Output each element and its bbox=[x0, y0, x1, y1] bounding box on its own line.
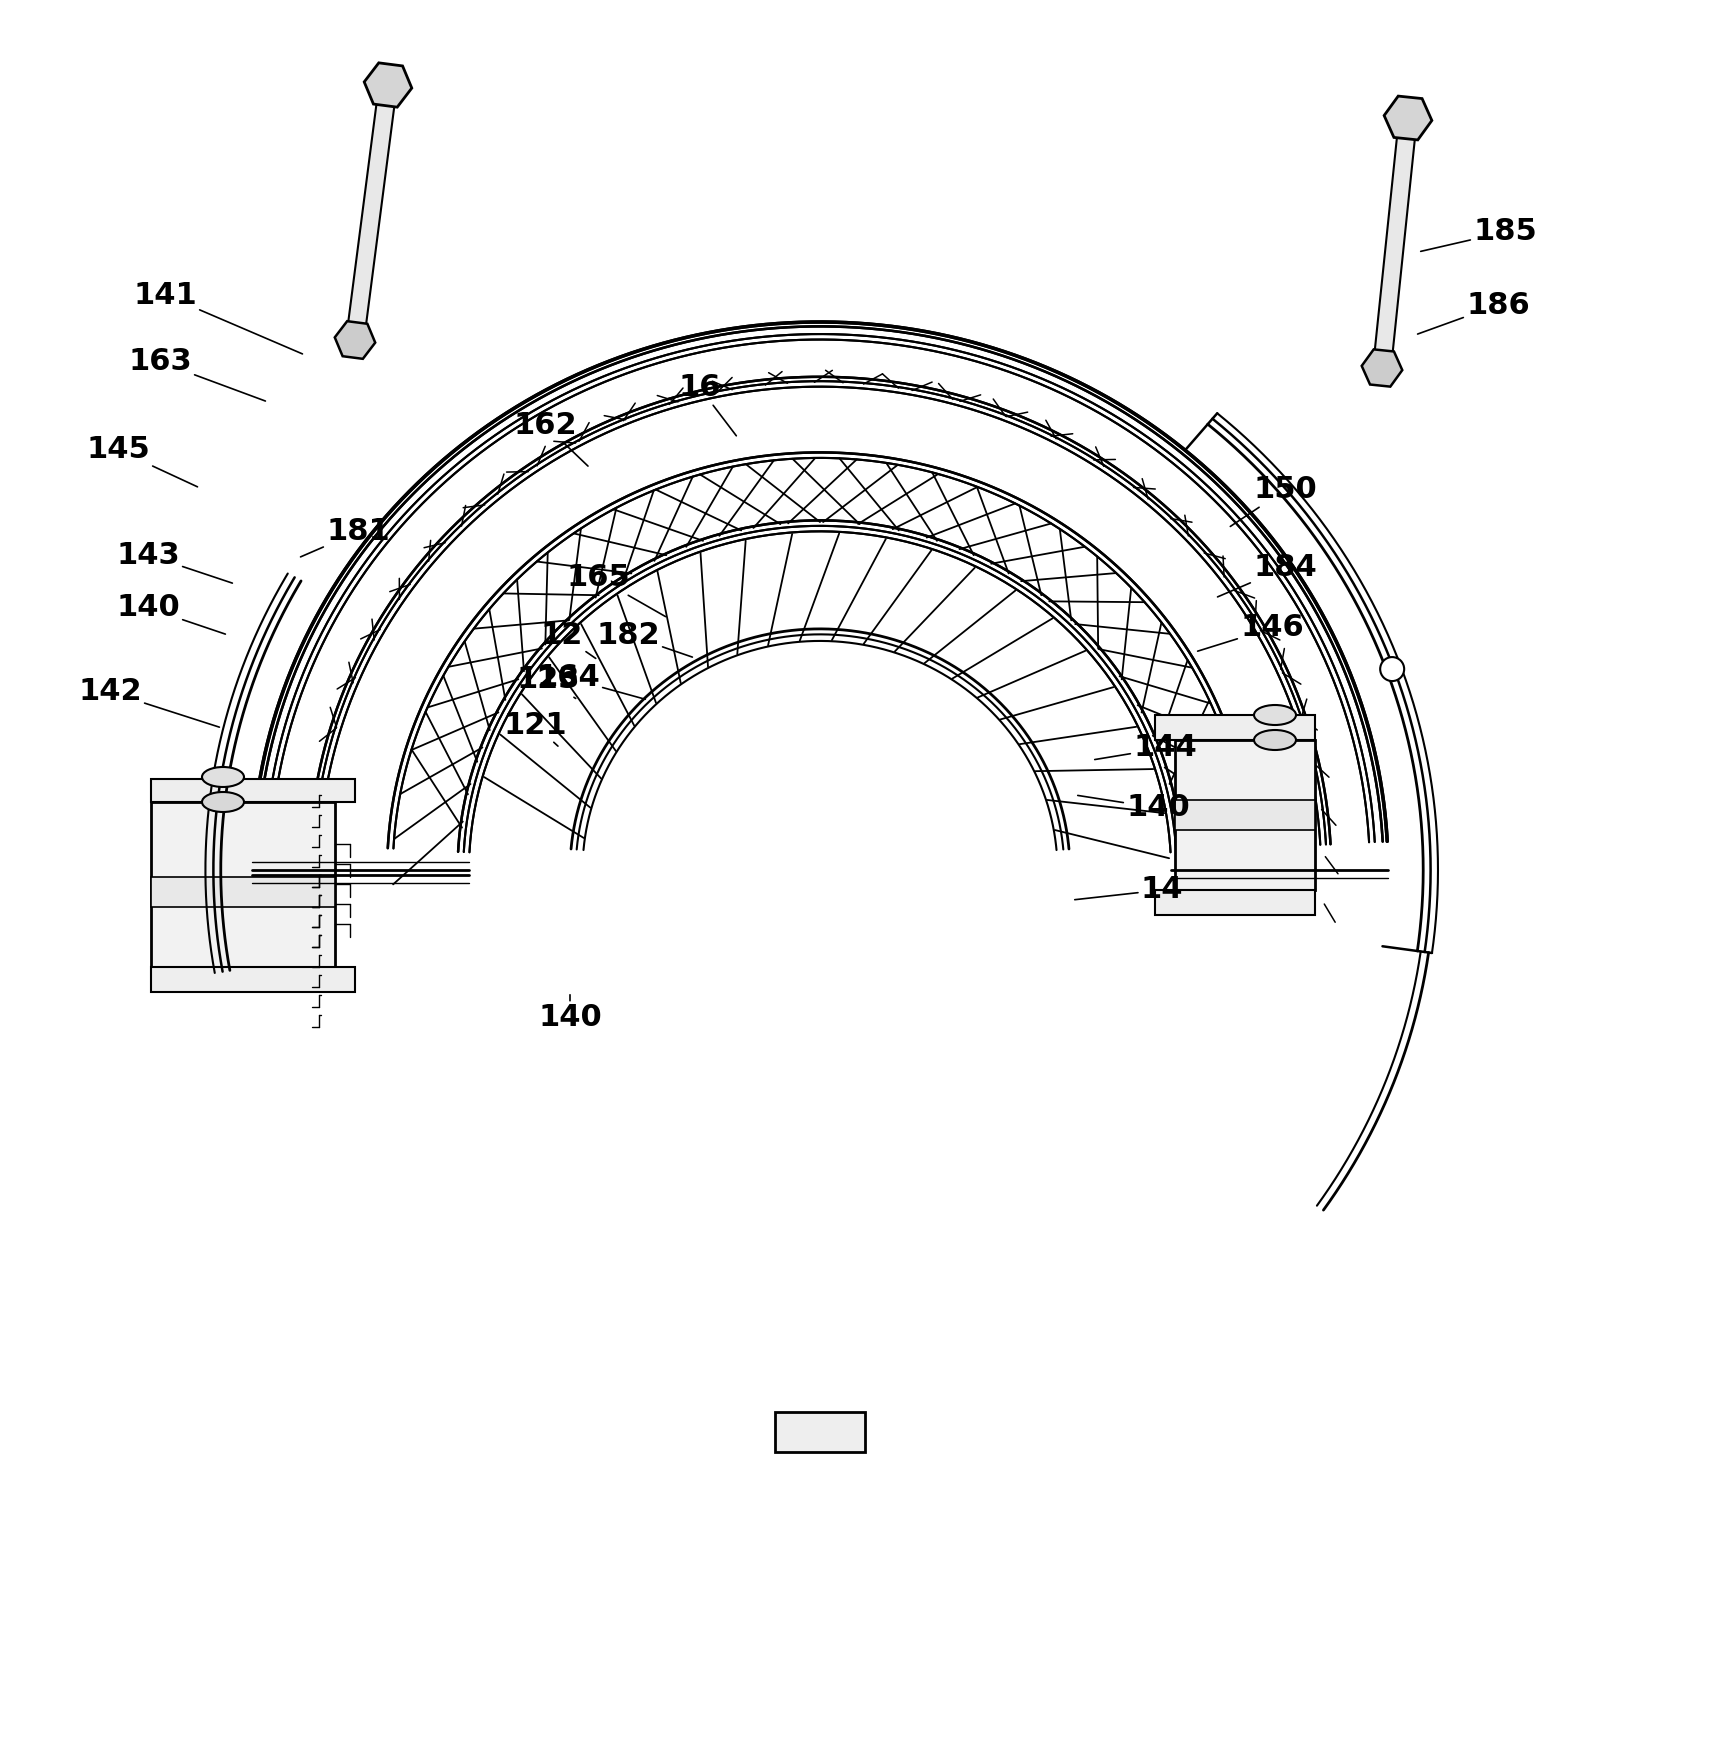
Polygon shape bbox=[1156, 716, 1315, 740]
Text: 182: 182 bbox=[596, 620, 692, 656]
Polygon shape bbox=[336, 321, 375, 360]
Text: 143: 143 bbox=[116, 541, 233, 583]
Ellipse shape bbox=[202, 766, 245, 787]
Text: 142: 142 bbox=[79, 677, 219, 726]
Polygon shape bbox=[1373, 117, 1418, 368]
Text: 165: 165 bbox=[567, 564, 666, 616]
Polygon shape bbox=[151, 779, 354, 801]
Text: 150: 150 bbox=[1231, 475, 1317, 527]
Text: 181: 181 bbox=[301, 517, 390, 557]
Text: 12: 12 bbox=[541, 620, 596, 658]
Ellipse shape bbox=[202, 793, 245, 812]
Polygon shape bbox=[1156, 890, 1315, 915]
Text: 186: 186 bbox=[1418, 290, 1531, 333]
Text: 145: 145 bbox=[86, 435, 197, 487]
Text: 140: 140 bbox=[116, 594, 226, 634]
Polygon shape bbox=[776, 1413, 865, 1453]
Text: 121: 121 bbox=[503, 711, 567, 746]
Text: 185: 185 bbox=[1421, 218, 1537, 251]
Text: 144: 144 bbox=[1094, 733, 1197, 763]
Polygon shape bbox=[346, 84, 397, 340]
Text: 164: 164 bbox=[536, 663, 645, 698]
Polygon shape bbox=[1383, 96, 1431, 140]
Polygon shape bbox=[151, 801, 336, 967]
Circle shape bbox=[1380, 656, 1404, 681]
Ellipse shape bbox=[1253, 730, 1296, 751]
Text: 16: 16 bbox=[678, 374, 736, 436]
Polygon shape bbox=[151, 876, 336, 906]
Text: 141: 141 bbox=[134, 281, 303, 354]
Polygon shape bbox=[365, 63, 413, 107]
Polygon shape bbox=[1174, 740, 1315, 890]
Text: 123: 123 bbox=[517, 665, 580, 698]
Polygon shape bbox=[1361, 349, 1402, 386]
Polygon shape bbox=[1174, 800, 1315, 829]
Text: 146: 146 bbox=[1198, 613, 1305, 651]
Text: 184: 184 bbox=[1217, 553, 1317, 597]
Text: 14: 14 bbox=[1075, 875, 1183, 904]
Text: 163: 163 bbox=[128, 347, 265, 402]
Text: 162: 162 bbox=[514, 410, 587, 466]
Text: 140: 140 bbox=[1079, 793, 1190, 822]
Ellipse shape bbox=[1253, 705, 1296, 725]
Text: 140: 140 bbox=[538, 995, 603, 1032]
Polygon shape bbox=[151, 967, 354, 992]
